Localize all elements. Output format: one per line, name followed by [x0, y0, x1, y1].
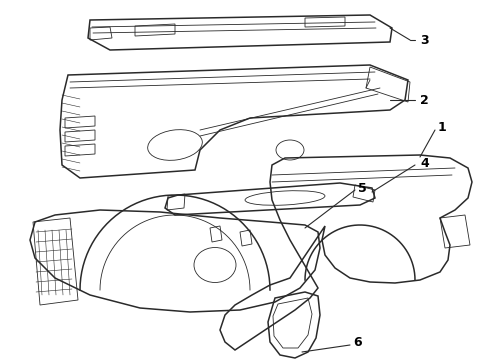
Text: 2: 2 — [420, 94, 429, 107]
Text: 5: 5 — [358, 181, 367, 194]
Text: 1: 1 — [438, 121, 447, 134]
Text: 3: 3 — [420, 33, 429, 46]
Text: 6: 6 — [353, 337, 362, 350]
Text: 4: 4 — [420, 157, 429, 170]
